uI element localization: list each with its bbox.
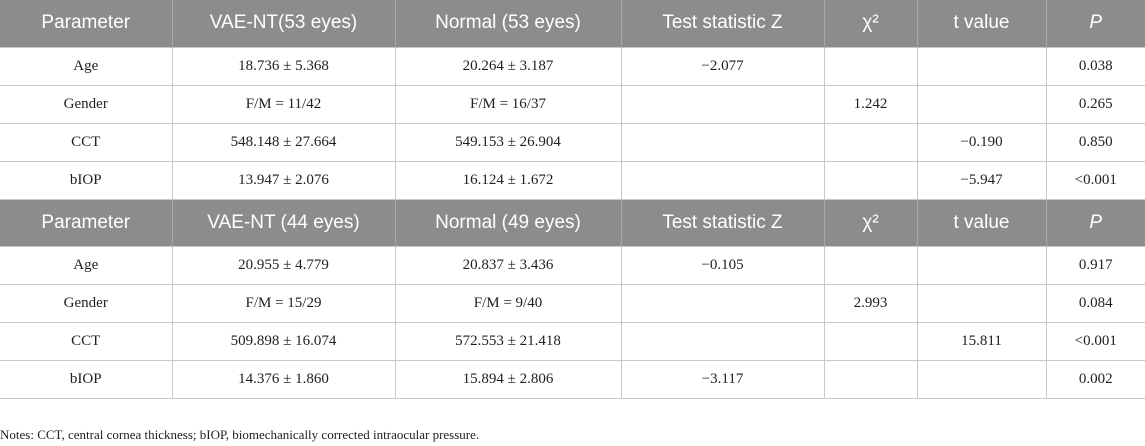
comparison-table: Parameter VAE-NT(53 eyes) Normal (53 eyes)…: [0, 0, 1145, 399]
table-row: Gender F/M = 15/29 F/M = 9/40 2.993 0.084: [0, 283, 1145, 323]
cell-p: 0.002: [1045, 359, 1145, 399]
cell-t-value: [916, 46, 1047, 86]
cell-normal: 572.553 ± 21.418: [394, 321, 622, 361]
header-t-value: t value: [916, 199, 1046, 246]
cell-chi-square: [823, 321, 918, 361]
cell-test-statistic-z: −2.077: [620, 46, 825, 86]
table1-header-row: Parameter VAE-NT(53 eyes) Normal (53 eyes)…: [0, 0, 1145, 47]
cell-normal: 20.264 ± 3.187: [394, 46, 622, 86]
cell-p: 0.265: [1045, 84, 1145, 124]
cell-test-statistic-z: −3.117: [620, 359, 825, 399]
cell-test-statistic-z: [620, 122, 825, 162]
cell-parameter: CCT: [0, 321, 173, 361]
header-normal: Normal (53 eyes): [394, 0, 621, 47]
cell-parameter: bIOP: [0, 359, 173, 399]
header-parameter: Parameter: [41, 211, 131, 233]
table-row: CCT 548.148 ± 27.664 549.153 ± 26.904 −0.19…: [0, 122, 1145, 162]
header-t-value: t value: [916, 0, 1046, 47]
cell-normal: 16.124 ± 1.672: [394, 160, 622, 200]
cell-p: 0.084: [1045, 283, 1145, 323]
cell-chi-square: 2.993: [823, 283, 918, 323]
table-row: CCT 509.898 ± 16.074 572.553 ± 21.418 15.81…: [0, 321, 1145, 361]
cell-chi-square: [823, 359, 918, 399]
header-chi-square: χ²: [823, 199, 917, 246]
header-test-statistic-z: Test statistic Z: [620, 0, 824, 47]
cell-chi-square: [823, 122, 918, 162]
cell-chi-square: [823, 245, 918, 285]
cell-t-value: −5.947: [916, 160, 1047, 200]
cell-normal: 20.837 ± 3.436: [394, 245, 622, 285]
header-p: P: [1045, 0, 1145, 47]
cell-chi-square: [823, 160, 918, 200]
header-chi-square: χ²: [823, 0, 917, 47]
cell-parameter: Gender: [0, 84, 173, 124]
table-row: bIOP 14.376 ± 1.860 15.894 ± 2.806 −3.117 0.…: [0, 359, 1145, 399]
cell-parameter: Gender: [0, 283, 173, 323]
cell-vae-nt: F/M = 11/42: [171, 84, 396, 124]
cell-vae-nt: 548.148 ± 27.664: [171, 122, 396, 162]
cell-p: <0.001: [1045, 321, 1145, 361]
cell-test-statistic-z: [620, 321, 825, 361]
cell-test-statistic-z: [620, 283, 825, 323]
cell-p: 0.038: [1045, 46, 1145, 86]
cell-p: 0.850: [1045, 122, 1145, 162]
cell-p: 0.917: [1045, 245, 1145, 285]
cell-test-statistic-z: −0.105: [620, 245, 825, 285]
table-row: Age 20.955 ± 4.779 20.837 ± 3.436 −0.105 0.9…: [0, 245, 1145, 285]
header-vae-nt: VAE-NT (44 eyes): [171, 199, 395, 246]
cell-parameter: CCT: [0, 122, 173, 162]
cell-chi-square: [823, 46, 918, 86]
cell-t-value: [916, 245, 1047, 285]
table2-header-row: Parameter VAE-NT (44 eyes) Normal (49 eyes…: [0, 199, 1145, 246]
cell-vae-nt: 18.736 ± 5.368: [171, 46, 396, 86]
header-parameter: Parameter: [41, 12, 131, 34]
cell-vae-nt: 13.947 ± 2.076: [171, 160, 396, 200]
table-row: bIOP 13.947 ± 2.076 16.124 ± 1.672 −5.947 <0…: [0, 160, 1145, 200]
cell-vae-nt: F/M = 15/29: [171, 283, 396, 323]
cell-parameter: Age: [0, 245, 173, 285]
cell-t-value: [916, 359, 1047, 399]
table-notes: Notes: CCT, central cornea thickness; bI…: [0, 427, 480, 442]
header-p: P: [1045, 199, 1145, 246]
cell-normal: 15.894 ± 2.806: [394, 359, 622, 399]
cell-t-value: −0.190: [916, 122, 1047, 162]
table-row: Age 18.736 ± 5.368 20.264 ± 3.187 −2.077 0.0…: [0, 46, 1145, 86]
cell-normal: 549.153 ± 26.904: [394, 122, 622, 162]
cell-vae-nt: 20.955 ± 4.779: [171, 245, 396, 285]
header-normal: Normal (49 eyes): [394, 199, 621, 246]
cell-normal: F/M = 9/40: [394, 283, 622, 323]
cell-t-value: 15.811: [916, 321, 1047, 361]
header-test-statistic-z: Test statistic Z: [620, 199, 824, 246]
cell-p: <0.001: [1045, 160, 1145, 200]
cell-t-value: [916, 84, 1047, 124]
cell-test-statistic-z: [620, 84, 825, 124]
cell-normal: F/M = 16/37: [394, 84, 622, 124]
table-row: Gender F/M = 11/42 F/M = 16/37 1.242 0.265: [0, 84, 1145, 124]
header-vae-nt: VAE-NT(53 eyes): [171, 0, 395, 47]
cell-parameter: Age: [0, 46, 173, 86]
cell-vae-nt: 14.376 ± 1.860: [171, 359, 396, 399]
cell-test-statistic-z: [620, 160, 825, 200]
cell-t-value: [916, 283, 1047, 323]
cell-parameter: bIOP: [0, 160, 173, 200]
cell-chi-square: 1.242: [823, 84, 918, 124]
cell-vae-nt: 509.898 ± 16.074: [171, 321, 396, 361]
